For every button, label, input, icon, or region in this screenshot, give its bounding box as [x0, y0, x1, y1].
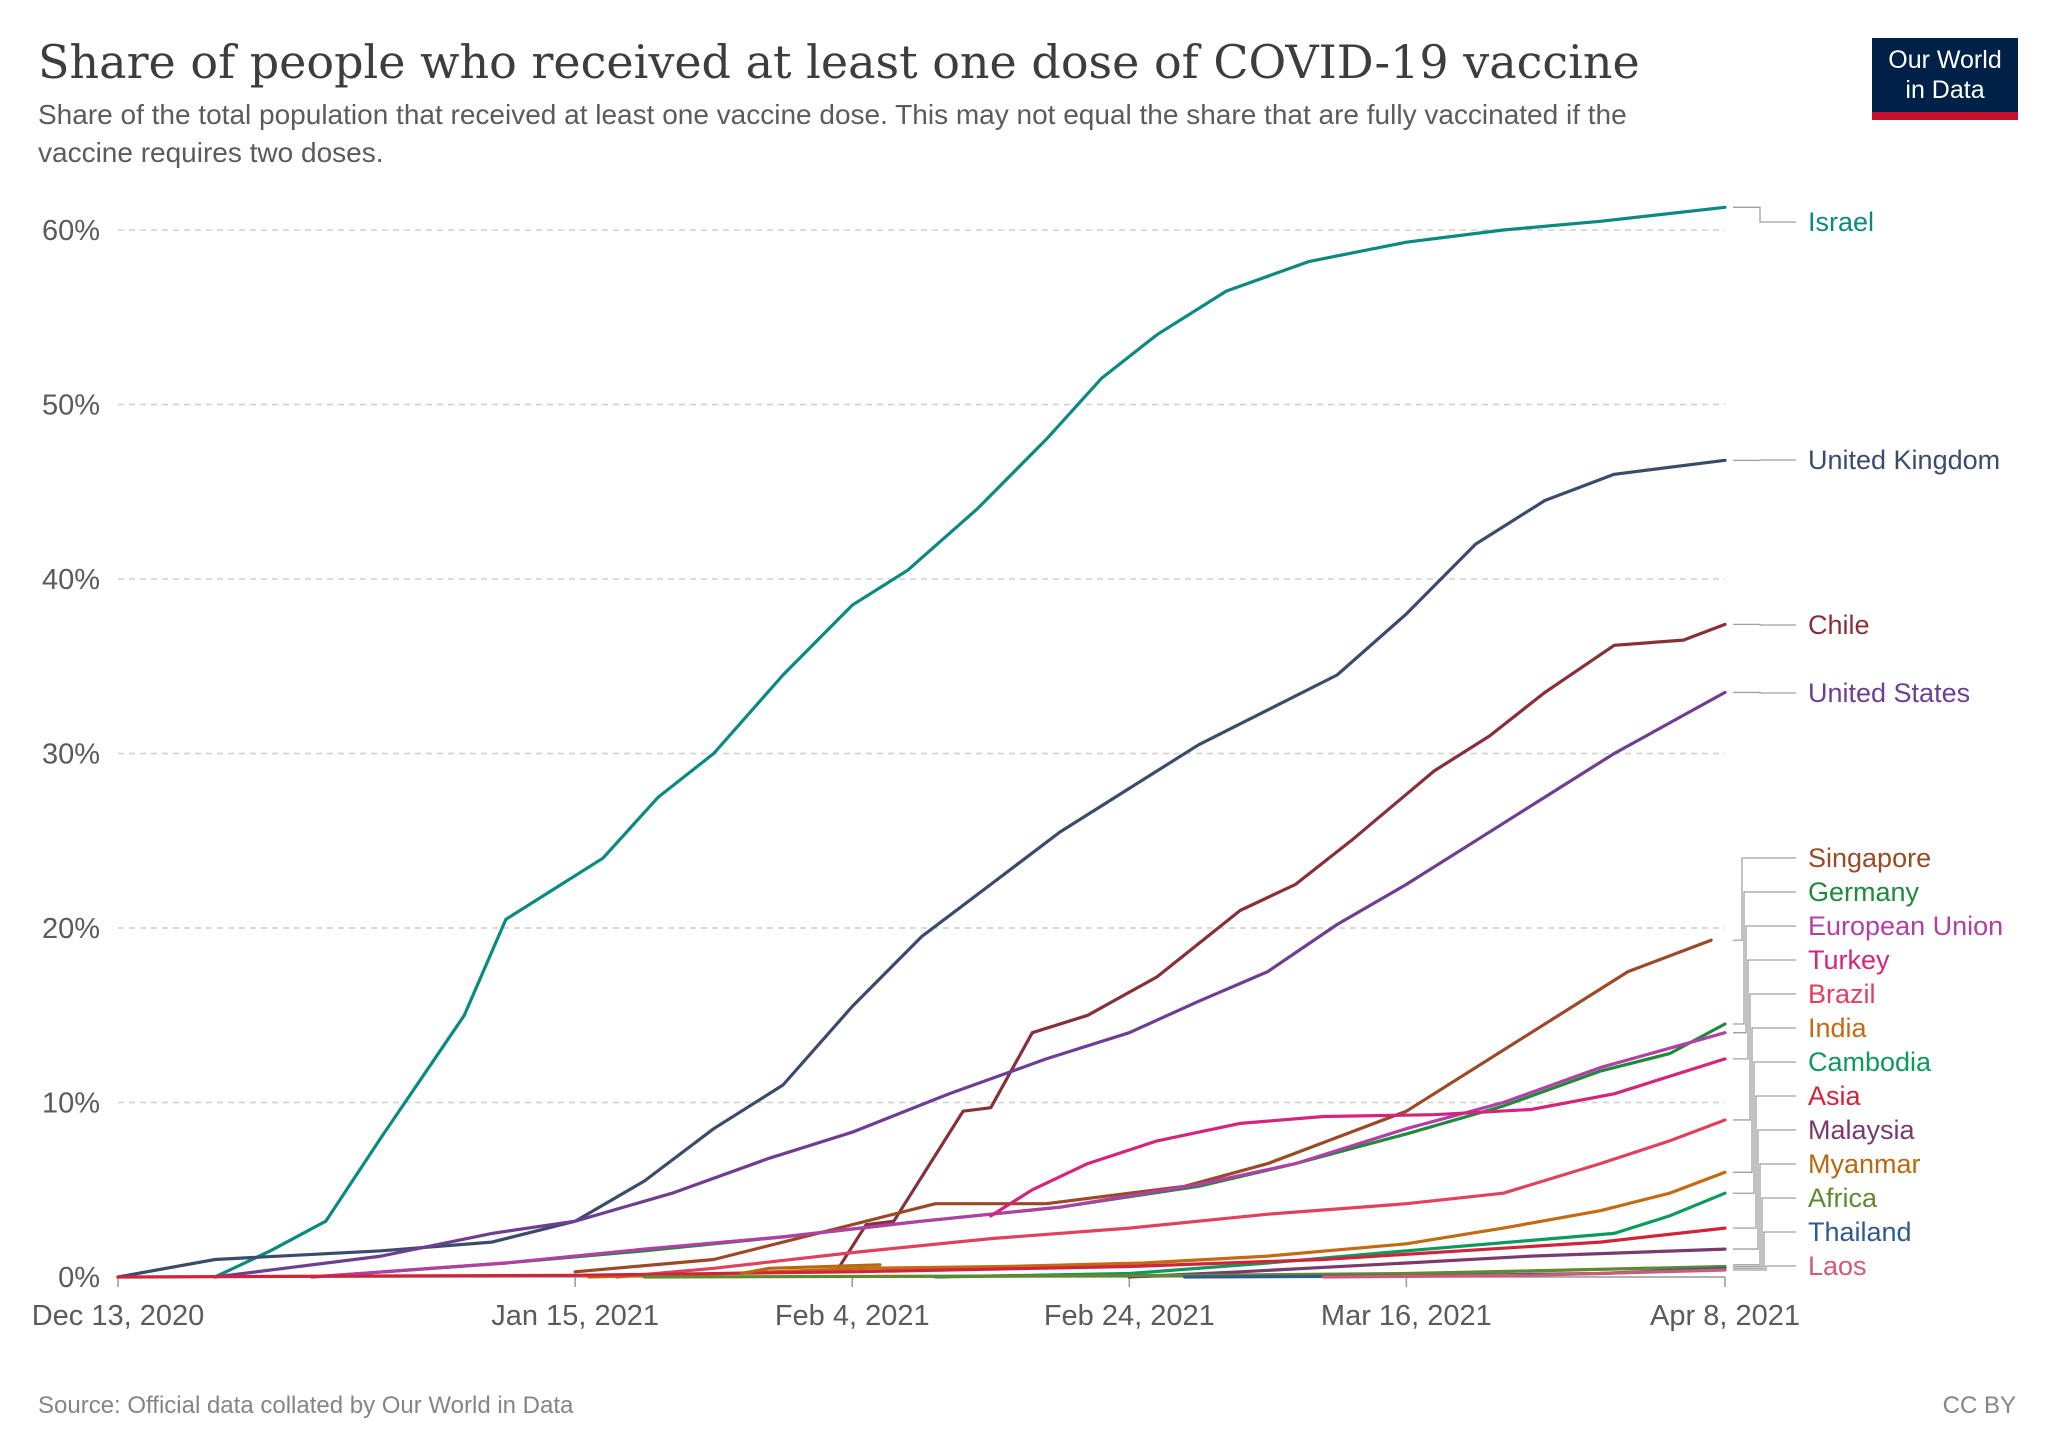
label-leader-lines	[1733, 206, 1796, 1271]
leader-line-india	[1733, 1027, 1796, 1173]
series-label-asia: Asia	[1808, 1081, 1862, 1111]
y-tick-label-30: 30%	[42, 739, 100, 771]
leader-line-brazil	[1733, 993, 1796, 1121]
leader-line-singapore	[1733, 857, 1796, 941]
series-label-india: India	[1808, 1013, 1868, 1043]
leader-line-malaysia	[1733, 1129, 1796, 1250]
leader-line-germany	[1733, 891, 1796, 1025]
leader-line-cambodia	[1733, 1061, 1796, 1194]
logo-line-1: Our World	[1888, 46, 2001, 74]
y-tick-label-60: 60%	[42, 215, 100, 247]
series-label-thailand: Thailand	[1808, 1217, 1912, 1247]
y-tick-label-20: 20%	[42, 913, 100, 945]
series-label-cambodia: Cambodia	[1808, 1047, 1932, 1077]
series-label-laos: Laos	[1808, 1251, 1867, 1281]
series-line-laos	[1321, 1268, 1727, 1279]
series-label-malaysia: Malaysia	[1808, 1115, 1916, 1145]
leader-line-israel	[1733, 206, 1796, 223]
leader-line-myanmar	[1733, 1163, 1796, 1266]
x-tick-label-0: Dec 13, 2020	[32, 1300, 205, 1332]
series-label-israel: Israel	[1808, 207, 1874, 237]
series-label-germany: Germany	[1808, 877, 1920, 907]
y-tick-label-10: 10%	[42, 1088, 100, 1120]
series-line-myanmar	[739, 1263, 882, 1276]
chart-title: Share of people who received at least on…	[38, 35, 1640, 89]
series-line-chile	[836, 622, 1727, 1270]
gridlines	[118, 229, 1725, 1104]
x-tick-label-2: Feb 4, 2021	[775, 1300, 930, 1332]
logo-accent-bar	[1872, 112, 2018, 120]
series-line-asia	[116, 1226, 1727, 1279]
chart-subtitle-line-2: vaccine requires two doses.	[38, 137, 384, 168]
y-tick-label-50: 50%	[42, 390, 100, 422]
series-labels: Israel United Kingdom Chile United States Si…	[1808, 207, 2003, 1281]
series-line-israel	[213, 205, 1727, 1279]
series-label-africa: Africa	[1808, 1183, 1878, 1213]
logo-line-2: in Data	[1905, 76, 1984, 104]
y-tick-label-0: 0%	[58, 1262, 100, 1294]
series-line-india	[587, 1170, 1727, 1279]
x-tick-label-5: Apr 8, 2021	[1650, 1300, 1800, 1332]
x-tick-label-3: Feb 24, 2021	[1044, 1300, 1215, 1332]
owid-logo[interactable]: Our World in Data	[1872, 38, 2018, 120]
series-line-cambodia	[933, 1191, 1727, 1279]
series-line-africa	[642, 1264, 1727, 1279]
x-axis: Dec 13, 2020 Jan 15, 2021 Feb 4, 2021 Feb 2…	[32, 1276, 1800, 1332]
y-tick-label-40: 40%	[42, 564, 100, 596]
leader-line-european-union	[1733, 925, 1796, 1034]
series-line-united-states	[213, 690, 1727, 1279]
leader-line-thailand	[1733, 1231, 1796, 1269]
chart-subtitle-line-1: Share of the total population that recei…	[38, 99, 1627, 130]
leader-line-laos	[1733, 1265, 1796, 1271]
series-label-myanmar: Myanmar	[1808, 1149, 1921, 1179]
leader-line-chile	[1733, 623, 1796, 626]
series-label-united-states: United States	[1808, 678, 1970, 708]
series-label-brazil: Brazil	[1808, 979, 1876, 1009]
y-axis-ticks: 0% 10% 20% 30% 40% 50% 60%	[42, 215, 100, 1294]
series-line-germany	[310, 1022, 1727, 1279]
leader-line-turkey	[1733, 959, 1796, 1060]
series-line-brazil	[615, 1118, 1727, 1279]
series-line-malaysia	[1127, 1247, 1727, 1279]
series-label-chile: Chile	[1808, 610, 1870, 640]
series-line-united-kingdom	[116, 458, 1727, 1279]
series-line-european-union	[310, 1031, 1727, 1279]
leader-line-united-states	[1733, 691, 1796, 694]
leader-line-africa	[1733, 1197, 1796, 1268]
series-label-european-union: European Union	[1808, 911, 2003, 941]
series-label-united-kingdom: United Kingdom	[1808, 445, 2000, 475]
x-tick-label-1: Jan 15, 2021	[491, 1300, 659, 1332]
series-label-turkey: Turkey	[1808, 945, 1890, 975]
x-tick-label-4: Mar 16, 2021	[1321, 1300, 1492, 1332]
logo-background	[1872, 38, 2018, 116]
series-lines	[116, 205, 1727, 1279]
license-label[interactable]: CC BY	[1943, 1392, 2016, 1419]
leader-line-asia	[1733, 1095, 1796, 1229]
source-note[interactable]: Source: Official data collated by Our Wo…	[38, 1392, 574, 1419]
series-label-singapore: Singapore	[1808, 843, 1931, 873]
series-line-turkey	[989, 1057, 1727, 1218]
